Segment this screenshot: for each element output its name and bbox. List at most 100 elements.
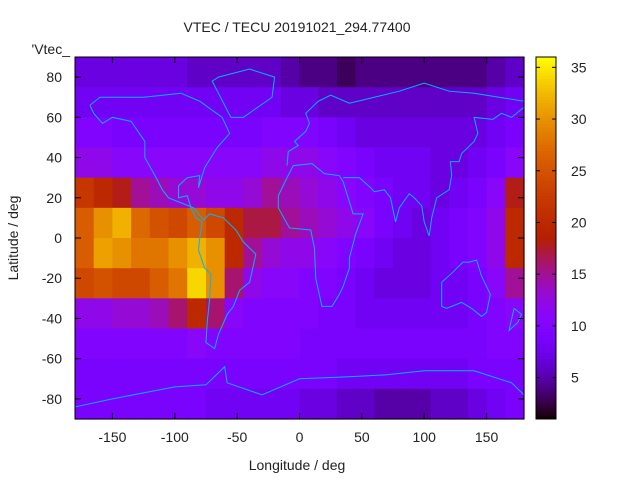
- heatmap-cell: [280, 177, 301, 209]
- colorbar-segment: [536, 156, 556, 161]
- heatmap-cell: [374, 298, 394, 330]
- colorbar-segment: [536, 301, 556, 305]
- heatmap-cell: [243, 87, 263, 118]
- colorbar-segment: [536, 213, 556, 218]
- colorbar-segment: [536, 319, 556, 323]
- colorbar-segment: [536, 394, 556, 399]
- colorbar-segment: [536, 189, 556, 194]
- heatmap-cell: [243, 388, 263, 420]
- colorbar-segment: [536, 216, 556, 221]
- heatmap-cell: [299, 328, 319, 360]
- heatmap-cell: [374, 177, 394, 209]
- heatmap-cell: [243, 298, 263, 330]
- heatmap-cell: [168, 57, 188, 88]
- heatmap-cell: [411, 238, 432, 269]
- colorbar-segment: [536, 403, 556, 408]
- heatmap-cell: [374, 117, 394, 149]
- heatmap-cell: [168, 268, 188, 299]
- x-tick-label: 0: [296, 429, 304, 445]
- heatmap-cell: [336, 388, 357, 420]
- heatmap-cell: [374, 328, 394, 360]
- colorbar-segment: [536, 126, 556, 130]
- colorbar-segment: [536, 123, 556, 127]
- heatmap-cell: [318, 328, 338, 360]
- heatmap-cell: [112, 87, 132, 118]
- heatmap-cell: [187, 87, 207, 118]
- heatmap-cell: [224, 328, 244, 360]
- heatmap-cell: [355, 268, 375, 299]
- colorbar-segment: [536, 168, 556, 173]
- x-tick-label: 150: [475, 429, 499, 445]
- heatmap-cell: [336, 57, 357, 88]
- heatmap-cell: [374, 57, 394, 88]
- y-tick-label: 0: [54, 230, 62, 246]
- heatmap-cell: [393, 207, 413, 239]
- colorbar-segment: [536, 352, 556, 357]
- heatmap-cell: [318, 117, 338, 149]
- colorbar-tick-label: 5: [571, 370, 579, 386]
- heatmap-cell: [187, 358, 207, 390]
- heatmap-cell: [243, 268, 263, 299]
- heatmap-cell: [131, 57, 151, 88]
- colorbar-segment: [536, 307, 556, 311]
- heatmap-cell: [243, 177, 263, 209]
- heatmap-cell: [131, 388, 151, 420]
- heatmap-cell: [318, 177, 338, 209]
- colorbar-segment: [536, 57, 556, 61]
- colorbar-segment: [536, 120, 556, 124]
- heatmap-cell: [187, 388, 207, 420]
- heatmap-cell: [430, 87, 450, 118]
- heatmap-cell: [262, 117, 282, 149]
- heatmap-cell: [336, 358, 357, 390]
- colorbar-segment: [536, 298, 556, 302]
- colorbar-segment: [536, 183, 556, 188]
- heatmap-cell: [467, 57, 488, 88]
- colorbar-segment: [536, 400, 556, 405]
- colorbar-segment: [536, 388, 556, 393]
- colorbar-segment: [536, 192, 556, 197]
- heatmap-cell: [243, 238, 263, 269]
- colorbar-segment: [536, 289, 556, 293]
- heatmap-cell: [299, 207, 319, 239]
- y-tick-label: 40: [46, 150, 62, 166]
- colorbar-segment: [536, 171, 556, 176]
- heatmap-cell: [168, 117, 188, 149]
- heatmap-cell: [205, 87, 226, 118]
- colorbar-segment: [536, 316, 556, 320]
- heatmap-cell: [318, 238, 338, 269]
- heatmap-cell: [505, 358, 525, 390]
- heatmap-cell: [505, 207, 525, 239]
- x-tick-label: 100: [413, 429, 437, 445]
- colorbar-segment: [536, 102, 556, 106]
- heatmap-cell: [505, 238, 525, 269]
- heatmap-cell: [75, 328, 95, 360]
- colorbar-segment: [536, 141, 556, 145]
- heatmap-cell: [374, 147, 394, 179]
- heatmap-cell: [430, 147, 450, 179]
- colorbar-segment: [536, 328, 556, 333]
- colorbar-segment: [536, 117, 556, 121]
- y-tick-label: 20: [46, 190, 62, 206]
- heatmap-cell: [280, 298, 301, 330]
- heatmap-cell: [262, 238, 282, 269]
- colorbar-segment: [536, 96, 556, 100]
- colorbar-segment: [536, 271, 556, 275]
- heatmap-cell: [224, 268, 244, 299]
- colorbar-segment: [536, 412, 556, 417]
- colorbar-segment: [536, 219, 556, 224]
- heatmap-cell: [187, 57, 207, 88]
- heatmap-cell: [280, 328, 301, 360]
- heatmap-cell: [299, 268, 319, 299]
- coastline: [277, 163, 364, 307]
- heatmap-cell: [131, 298, 151, 330]
- heatmap-cell: [411, 147, 432, 179]
- colorbar-segment: [536, 234, 556, 239]
- heatmap-cell: [131, 328, 151, 360]
- heatmap-cell: [112, 358, 132, 390]
- coastline: [441, 259, 491, 318]
- heatmap-cell: [131, 207, 151, 239]
- heatmap-cell: [355, 87, 375, 118]
- colorbar-segment: [536, 310, 556, 314]
- heatmap-cell: [131, 268, 151, 299]
- x-axis-label: Longitude / deg: [249, 457, 346, 473]
